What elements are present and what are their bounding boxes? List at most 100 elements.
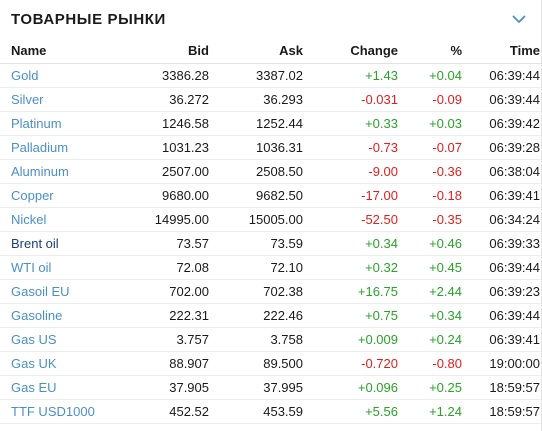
table-row[interactable]: Palladium 1031.23 1036.31 -0.73 -0.07 06:39:2… bbox=[0, 135, 542, 160]
percent-change-value: +0.34 bbox=[398, 303, 462, 328]
percent-change-value: -0.18 bbox=[398, 183, 462, 208]
table-row[interactable]: Gasoil EU 702.00 702.38 +16.75 +2.44 06:39:23 bbox=[0, 279, 542, 304]
time-value: 06:39:44 bbox=[462, 255, 542, 280]
time-value: 06:34:24 bbox=[462, 207, 542, 232]
ask-value: 72.10 bbox=[209, 255, 303, 280]
time-value: 19:00:00 bbox=[462, 351, 542, 376]
ask-value: 15005.00 bbox=[209, 207, 303, 232]
percent-change-value: +0.45 bbox=[398, 255, 462, 280]
table-row[interactable]: Gas US 3.757 3.758 +0.009 +0.24 06:39:41 bbox=[0, 327, 542, 352]
instrument-name-link[interactable]: TTF USD1000 bbox=[0, 399, 117, 424]
ask-value: 36.293 bbox=[209, 87, 303, 112]
column-header-change: Change bbox=[303, 38, 398, 64]
change-value: +0.32 bbox=[303, 255, 398, 280]
ask-value: 9682.50 bbox=[209, 183, 303, 208]
percent-change-value: -0.35 bbox=[398, 207, 462, 232]
table-row[interactable]: TTF USD1000 452.52 453.59 +5.56 +1.24 18:59:5… bbox=[0, 399, 542, 424]
chevron-down-icon[interactable] bbox=[509, 9, 529, 29]
bid-value: 2507.00 bbox=[117, 159, 209, 184]
bid-value: 1246.58 bbox=[117, 111, 209, 136]
table-row[interactable]: WTI oil 72.08 72.10 +0.32 +0.45 06:39:44 bbox=[0, 255, 542, 280]
instrument-name-link[interactable]: Aluminum bbox=[0, 159, 117, 184]
time-value: 06:39:44 bbox=[462, 87, 542, 112]
instrument-name-link[interactable]: Gold bbox=[0, 63, 117, 88]
instrument-name-link[interactable]: Nickel bbox=[0, 207, 117, 232]
table-row[interactable]: Brent oil 73.57 73.59 +0.34 +0.46 06:39:33 bbox=[0, 231, 542, 256]
percent-change-value: +2.44 bbox=[398, 279, 462, 304]
table-row[interactable]: Platinum 1246.58 1252.44 +0.33 +0.03 06:39:42 bbox=[0, 111, 542, 136]
bid-value: 1031.23 bbox=[117, 135, 209, 160]
bid-value: 222.31 bbox=[117, 303, 209, 328]
change-value: -0.720 bbox=[303, 351, 398, 376]
change-value: +0.009 bbox=[303, 327, 398, 352]
table-row[interactable]: Copper 9680.00 9682.50 -17.00 -0.18 06:39:41 bbox=[0, 183, 542, 208]
percent-change-value: +0.24 bbox=[398, 327, 462, 352]
bid-value: 9680.00 bbox=[117, 183, 209, 208]
ask-value: 89.500 bbox=[209, 351, 303, 376]
instrument-name-link[interactable]: Copper bbox=[0, 183, 117, 208]
instrument-name-link[interactable]: Brent oil bbox=[0, 231, 117, 256]
instrument-name-link[interactable]: Silver bbox=[0, 87, 117, 112]
column-header-time: Time bbox=[462, 38, 542, 64]
instrument-name-link[interactable]: Gas EU bbox=[0, 375, 117, 400]
bid-value: 72.08 bbox=[117, 255, 209, 280]
ask-value: 1252.44 bbox=[209, 111, 303, 136]
percent-change-value: +0.46 bbox=[398, 231, 462, 256]
table-row[interactable]: Nickel 14995.00 15005.00 -52.50 -0.35 06:34:2… bbox=[0, 207, 542, 232]
time-value: 18:59:57 bbox=[462, 375, 542, 400]
time-value: 06:38:04 bbox=[462, 159, 542, 184]
bid-value: 702.00 bbox=[117, 279, 209, 304]
instrument-name-link[interactable]: Gasoil EU bbox=[0, 279, 117, 304]
ask-value: 73.59 bbox=[209, 231, 303, 256]
change-value: -9.00 bbox=[303, 159, 398, 184]
quotes-table-body: Gold 3386.28 3387.02 +1.43 +0.04 06:39:44 Silv… bbox=[0, 63, 542, 424]
widget-header: ТОВАРНЫЕ РЫНКИ bbox=[0, 0, 541, 38]
time-value: 06:39:44 bbox=[462, 63, 542, 88]
instrument-name-link[interactable]: Gas UK bbox=[0, 351, 117, 376]
instrument-name-link[interactable]: Platinum bbox=[0, 111, 117, 136]
time-value: 06:39:44 bbox=[462, 303, 542, 328]
quotes-table: Name Bid Ask Change % Time Gold 3386.28 33… bbox=[0, 38, 542, 424]
ask-value: 1036.31 bbox=[209, 135, 303, 160]
change-value: -0.031 bbox=[303, 87, 398, 112]
instrument-name-link[interactable]: Gas US bbox=[0, 327, 117, 352]
percent-change-value: +1.24 bbox=[398, 399, 462, 424]
table-row[interactable]: Silver 36.272 36.293 -0.031 -0.09 06:39:44 bbox=[0, 87, 542, 112]
bid-value: 14995.00 bbox=[117, 207, 209, 232]
table-row[interactable]: Gold 3386.28 3387.02 +1.43 +0.04 06:39:44 bbox=[0, 63, 542, 88]
instrument-name-link[interactable]: Gasoline bbox=[0, 303, 117, 328]
column-header-percent: % bbox=[398, 38, 462, 64]
time-value: 18:59:57 bbox=[462, 399, 542, 424]
percent-change-value: +0.04 bbox=[398, 63, 462, 88]
percent-change-value: -0.09 bbox=[398, 87, 462, 112]
change-value: -17.00 bbox=[303, 183, 398, 208]
ask-value: 37.995 bbox=[209, 375, 303, 400]
change-value: +5.56 bbox=[303, 399, 398, 424]
time-value: 06:39:33 bbox=[462, 231, 542, 256]
column-header-name: Name bbox=[0, 38, 117, 64]
bid-value: 3386.28 bbox=[117, 63, 209, 88]
table-row[interactable]: Gasoline 222.31 222.46 +0.75 +0.34 06:39:44 bbox=[0, 303, 542, 328]
ask-value: 3387.02 bbox=[209, 63, 303, 88]
percent-change-value: -0.36 bbox=[398, 159, 462, 184]
bid-value: 37.905 bbox=[117, 375, 209, 400]
change-value: +0.096 bbox=[303, 375, 398, 400]
table-row[interactable]: Gas EU 37.905 37.995 +0.096 +0.25 18:59:57 bbox=[0, 375, 542, 400]
percent-change-value: -0.07 bbox=[398, 135, 462, 160]
instrument-name-link[interactable]: Palladium bbox=[0, 135, 117, 160]
bid-value: 88.907 bbox=[117, 351, 209, 376]
change-value: +16.75 bbox=[303, 279, 398, 304]
change-value: +0.75 bbox=[303, 303, 398, 328]
instrument-name-link[interactable]: WTI oil bbox=[0, 255, 117, 280]
ask-value: 222.46 bbox=[209, 303, 303, 328]
table-row[interactable]: Gas UK 88.907 89.500 -0.720 -0.80 19:00:00 bbox=[0, 351, 542, 376]
time-value: 06:39:42 bbox=[462, 111, 542, 136]
time-value: 06:39:41 bbox=[462, 183, 542, 208]
change-value: -0.73 bbox=[303, 135, 398, 160]
table-row[interactable]: Aluminum 2507.00 2508.50 -9.00 -0.36 06:38:04 bbox=[0, 159, 542, 184]
change-value: +1.43 bbox=[303, 63, 398, 88]
bid-value: 3.757 bbox=[117, 327, 209, 352]
time-value: 06:39:23 bbox=[462, 279, 542, 304]
column-header-ask: Ask bbox=[209, 38, 303, 64]
